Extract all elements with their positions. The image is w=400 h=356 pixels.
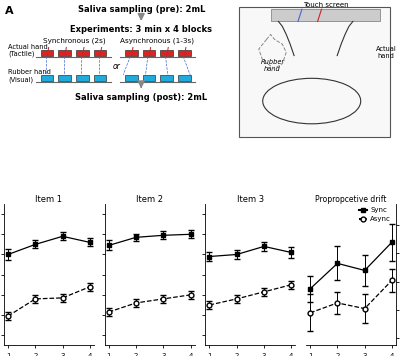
Bar bbox=[143, 75, 155, 81]
Bar bbox=[125, 50, 138, 56]
Bar bbox=[41, 50, 53, 56]
Text: A: A bbox=[5, 6, 14, 16]
Text: Actual hand
(Tactile): Actual hand (Tactile) bbox=[8, 44, 48, 57]
Bar bbox=[76, 75, 89, 81]
Bar bbox=[58, 75, 71, 81]
FancyBboxPatch shape bbox=[239, 7, 390, 137]
Bar bbox=[58, 50, 71, 56]
Ellipse shape bbox=[263, 78, 361, 124]
Bar bbox=[178, 50, 190, 56]
Bar bbox=[125, 75, 138, 81]
Bar bbox=[94, 50, 106, 56]
Text: or: or bbox=[113, 62, 120, 70]
Text: Synchronous (2s): Synchronous (2s) bbox=[43, 38, 106, 44]
FancyBboxPatch shape bbox=[270, 9, 380, 21]
Text: Rubber hand
(Visual): Rubber hand (Visual) bbox=[8, 69, 51, 83]
Text: Touch screen: Touch screen bbox=[303, 2, 348, 7]
Title: Item 2: Item 2 bbox=[136, 195, 163, 204]
Text: Asynchronous (1-3s): Asynchronous (1-3s) bbox=[120, 38, 194, 44]
Bar bbox=[178, 75, 190, 81]
Text: Rubber
hand: Rubber hand bbox=[260, 59, 285, 72]
Text: Saliva sampling (post): 2mL: Saliva sampling (post): 2mL bbox=[75, 93, 207, 102]
Bar bbox=[160, 75, 173, 81]
Legend: Sync, Async: Sync, Async bbox=[359, 208, 391, 222]
Title: Propropcetive drift: Propropcetive drift bbox=[315, 195, 387, 204]
Bar bbox=[160, 50, 173, 56]
Text: Saliva sampling (pre): 2mL: Saliva sampling (pre): 2mL bbox=[78, 5, 205, 14]
Title: Item 1: Item 1 bbox=[36, 195, 62, 204]
Bar bbox=[41, 75, 53, 81]
Bar bbox=[76, 50, 89, 56]
Bar bbox=[94, 75, 106, 81]
Text: Actual
hand: Actual hand bbox=[376, 46, 396, 59]
Bar bbox=[143, 50, 155, 56]
Text: Experiments: 3 min x 4 blocks: Experiments: 3 min x 4 blocks bbox=[70, 26, 212, 35]
Title: Item 3: Item 3 bbox=[237, 195, 264, 204]
